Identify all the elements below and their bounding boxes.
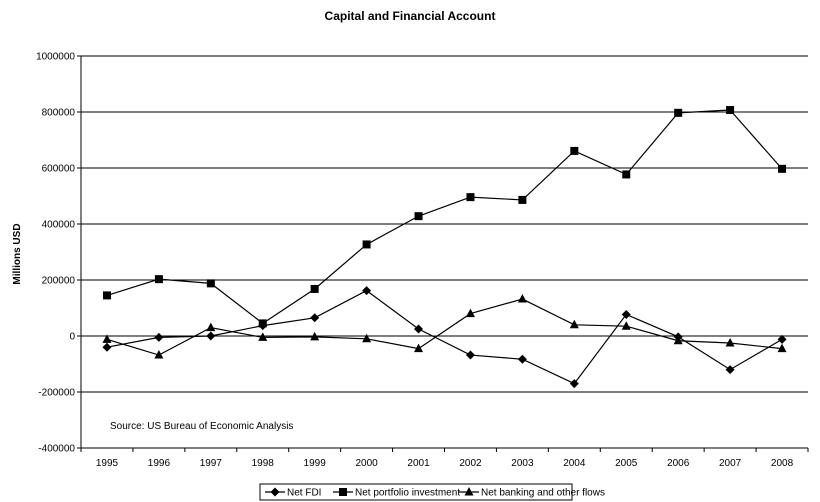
data-point [102, 291, 111, 300]
data-point [465, 308, 475, 318]
data-point [674, 108, 683, 117]
legend-box [259, 483, 573, 501]
data-point [362, 286, 372, 296]
data-point [206, 331, 216, 341]
data-point [206, 279, 215, 288]
x-tick-labels: 1995 1996 1997 1998 1999 2000 2001 2002 2003 2004… [96, 458, 794, 469]
x-tick-label: 1997 [200, 458, 223, 469]
data-point [362, 333, 372, 343]
y-tick-label: 600000 [42, 164, 76, 175]
y-tick-label: 800000 [42, 108, 76, 119]
x-tick-label: 2000 [355, 458, 378, 469]
data-point [154, 332, 164, 342]
legend: Net FDI Net portfolio investment Net banki… [259, 483, 605, 501]
data-point [414, 212, 423, 221]
series-net-fdi [102, 286, 787, 389]
legend-label: Net portfolio investment [355, 488, 460, 499]
data-point [414, 343, 424, 353]
data-point [465, 350, 475, 360]
x-tick-label: 2002 [459, 458, 482, 469]
y-tick-label: 1000000 [36, 52, 75, 63]
data-point [154, 275, 163, 284]
data-point [466, 193, 475, 202]
data-point [673, 335, 683, 345]
y-tick-label: 0 [69, 332, 75, 343]
series-layer [102, 106, 787, 389]
data-point [778, 164, 787, 173]
data-point [310, 331, 320, 341]
data-point [621, 309, 631, 319]
legend-item: Net FDI [265, 487, 321, 499]
data-point [258, 319, 267, 328]
data-point [570, 146, 579, 155]
data-point [569, 319, 579, 329]
data-point [102, 334, 112, 343]
data-point [258, 332, 268, 341]
y-tick-label: 400000 [42, 220, 76, 231]
series-line [106, 289, 783, 385]
y-tick-label: -200000 [38, 388, 75, 399]
axes [77, 55, 809, 452]
y-axis-label: Millions USD [12, 223, 23, 284]
chart-title: Capital and Financial Account [325, 9, 496, 23]
data-point [517, 354, 527, 364]
data-point [310, 284, 319, 293]
data-point [414, 324, 424, 334]
data-point [362, 240, 371, 249]
legend-marker [464, 487, 474, 496]
legend-label: Net FDI [287, 488, 321, 499]
legend-marker [339, 488, 347, 496]
x-tick-label: 1999 [304, 458, 327, 469]
data-point [569, 379, 579, 389]
data-point [154, 350, 164, 359]
x-tick-label: 1995 [96, 458, 119, 469]
source-annotation: Source: US Bureau of Economic Analysis [110, 421, 293, 432]
x-tick-label: 2001 [407, 458, 430, 469]
data-point [777, 343, 787, 353]
x-tick-label: 2004 [563, 458, 586, 469]
legend-item: Net portfolio investment [333, 488, 460, 499]
y-tick-label: -400000 [38, 444, 75, 455]
legend-label: Net banking and other flows [481, 488, 605, 499]
data-point [622, 170, 631, 179]
data-point [310, 313, 320, 323]
x-tick-label: 2003 [511, 458, 534, 469]
series-net-banking-and-other-flows [102, 294, 787, 359]
data-point [726, 106, 735, 115]
data-point [725, 365, 735, 375]
x-tick-label: 1998 [252, 458, 275, 469]
data-point [621, 321, 631, 330]
x-tick-label: 2006 [667, 458, 690, 469]
x-tick-label: 2005 [615, 458, 638, 469]
data-point [777, 334, 787, 344]
series-line [106, 298, 783, 356]
x-tick-label: 2008 [771, 458, 794, 469]
series-line [106, 109, 783, 325]
y-tick-label: 200000 [42, 276, 76, 287]
y-tick-labels: -400000 -200000 0 200000 400000 600000 800000 1… [36, 52, 75, 455]
data-point [518, 195, 527, 204]
series-net-portfolio-investment [102, 106, 787, 328]
data-point [206, 322, 216, 332]
data-point [102, 342, 112, 352]
legend-item: Net banking and other flows [459, 487, 605, 499]
data-point [517, 294, 527, 303]
x-tick-label: 1996 [148, 458, 171, 469]
x-tick-label: 2007 [719, 458, 742, 469]
data-point [725, 338, 735, 347]
legend-marker [270, 487, 280, 497]
